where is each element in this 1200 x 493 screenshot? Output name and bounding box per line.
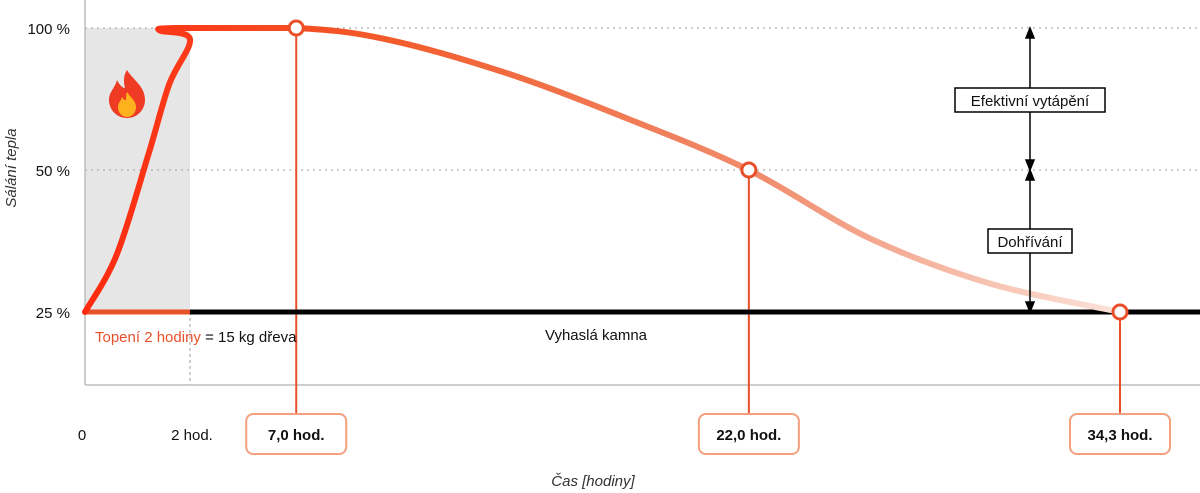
y-tick-label: 50 % xyxy=(36,163,70,180)
marker-badge xyxy=(1069,413,1171,455)
arrow-down-icon xyxy=(1024,301,1036,315)
stove-out-label: Vyhaslá kamna xyxy=(545,327,648,344)
marker-badge-label: 34,3 hod. xyxy=(1087,427,1152,444)
x-axis-title: Čas [hodiny] xyxy=(551,473,635,490)
marker-badges: 7,0 hod. 22,0 hod. 34,3 hod. xyxy=(245,413,1171,455)
arrow-up-icon xyxy=(1024,167,1036,181)
y-tick-label: 25 % xyxy=(36,305,70,322)
arrow-up-icon xyxy=(1024,25,1036,39)
fire-icon xyxy=(109,70,145,118)
marker-drop-lines xyxy=(295,28,1121,414)
marker-badge-label: 22,0 hod. xyxy=(716,427,781,444)
marker-point xyxy=(740,161,758,179)
label-backdrop xyxy=(987,228,1073,254)
x-tick-label: 2 hod. xyxy=(171,427,213,444)
heat-curve-line xyxy=(82,24,1123,315)
y-axis-title: Sálání tepla xyxy=(3,128,20,207)
marker-point xyxy=(287,19,305,37)
x-tick-label: 0 xyxy=(78,427,86,444)
post-heating-label: Dohřívání xyxy=(997,234,1063,251)
heating-note-highlight: Topení 2 hodiny xyxy=(95,329,201,346)
heating-note: Topení 2 hodiny = 15 kg dřeva xyxy=(95,329,297,346)
range-brackets xyxy=(954,25,1106,315)
marker-badge xyxy=(697,413,800,455)
markers-group xyxy=(287,19,1129,321)
y-tick-label: 100 % xyxy=(27,21,70,38)
heating-note-amount: = 15 kg dřeva xyxy=(205,329,297,346)
label-backdrop xyxy=(954,87,1106,113)
effective-heating-label: Efektivní vytápění xyxy=(971,93,1090,110)
marker-point xyxy=(1111,303,1129,321)
marker-badge xyxy=(245,413,348,455)
arrow-down-icon xyxy=(1024,159,1036,173)
marker-badge-label: 7,0 hod. xyxy=(268,427,325,444)
